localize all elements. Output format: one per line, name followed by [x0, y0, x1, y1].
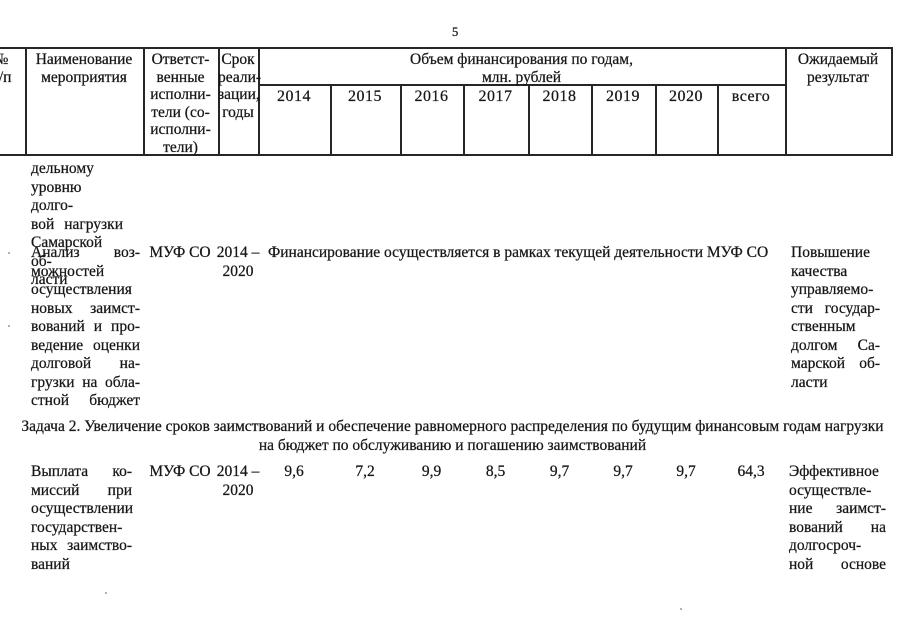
grid-vline-year [330, 84, 332, 156]
year-header-cell: 2019 [606, 88, 640, 105]
value-cell-total: 64,3 [737, 463, 765, 480]
grid-hline-financing-split [258, 84, 785, 86]
header-cell-financing: Объем финансирования по годам, млн. рубл… [410, 51, 633, 86]
year-header-cell: 2017 [478, 88, 513, 105]
grid-vline [25, 47, 27, 156]
grid-vline-year [591, 84, 593, 156]
year-header-row: 2014 2015 2016 2017 2018 2019 2020 всего [258, 88, 785, 107]
year-header-cell: 2015 [348, 88, 382, 105]
row-analysis-name: Анализ воз- можностей осуществления новы… [31, 244, 140, 409]
value-cell-2014: 9,6 [284, 463, 304, 480]
header-cell-result: Ожидаемый результат [797, 51, 879, 86]
grid-vline [785, 47, 787, 156]
row-commissions-values: 9,6 7,2 9,9 8,5 9,7 9,7 9,7 64,3 [258, 463, 785, 482]
header-cell-term: Срок реали- зации, годы [218, 51, 262, 121]
grid-hline-bottom [0, 154, 893, 156]
value-cell-2015: 7,2 [355, 463, 375, 480]
grid-vline-year [400, 84, 402, 156]
grid-vline-year [717, 84, 719, 156]
row-analysis-financing-note: Финансирование осуществляется в рамках т… [268, 244, 769, 261]
page-number: 5 [452, 25, 459, 39]
row-commissions-name: Выплата ко- миссий при осуществлении гос… [31, 463, 134, 573]
header-cell-name: Наименование мероприятия [35, 51, 133, 86]
value-cell-2019: 9,7 [613, 463, 633, 480]
value-cell-2018: 9,7 [549, 463, 570, 480]
year-header-cell: 2020 [669, 88, 703, 105]
value-cell-2017: 8,5 [485, 463, 506, 480]
year-header-cell: 2014 [277, 88, 311, 105]
grid-vline-year [528, 84, 530, 156]
grid-vline-year [655, 84, 657, 156]
header-cell-executors: Ответст- венные исполни- тели (со- испол… [150, 51, 211, 156]
row-commissions-result: Эффективное осуществле- ние заимст- вова… [789, 463, 886, 573]
grid-vline-year [463, 84, 465, 156]
scan-speckle [680, 608, 682, 610]
row-carryover-name: дельному уровню долго- вой нагрузки Сама… [31, 160, 123, 288]
grid-hline-top [0, 47, 893, 49]
row-commissions-executor: МУФ СО [149, 463, 211, 480]
row-analysis-result: Повышение качества управляемо- сти госуд… [791, 244, 880, 391]
year-header-cell: 2016 [414, 88, 449, 105]
total-header-cell: всего [731, 88, 771, 105]
grid-vline [258, 47, 260, 156]
year-header-cell: 2018 [542, 88, 577, 105]
task2-heading: Задача 2. Увеличение сроков заимствовани… [21, 418, 884, 454]
scan-speckle [8, 325, 10, 327]
grid-vline-right-edge [891, 47, 893, 156]
grid-vline [218, 47, 220, 156]
value-cell-2020: 9,7 [676, 463, 696, 480]
value-cell-2016: 9,9 [421, 463, 442, 480]
scan-speckle [105, 592, 107, 594]
row-commissions-term: 2014 – 2020 [216, 463, 260, 499]
header-cell-no: № п/п [0, 51, 12, 86]
scan-speckle [8, 252, 10, 254]
row-analysis-term: 2014 – 2020 [216, 244, 260, 280]
row-analysis-executor: МУФ СО [149, 244, 211, 261]
grid-vline [143, 47, 145, 156]
